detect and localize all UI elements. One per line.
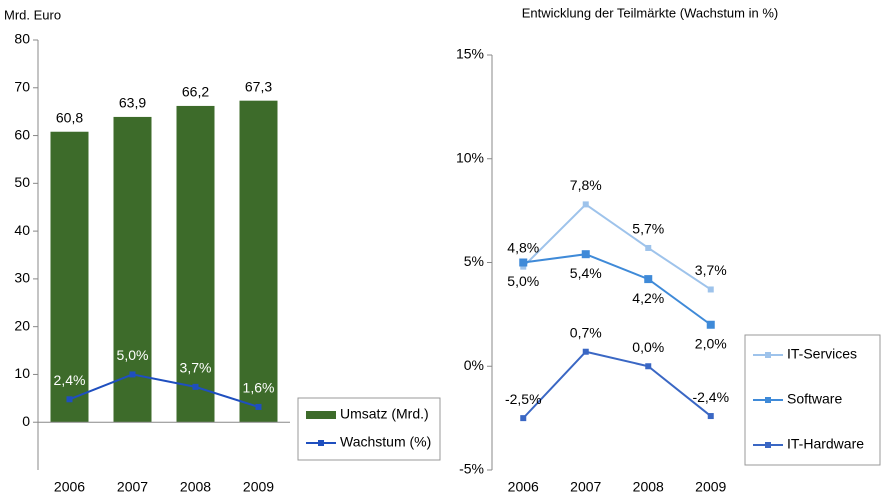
- x-tick-label: 2007: [570, 479, 601, 495]
- x-tick-label: 2009: [695, 479, 726, 495]
- data-label: 67,3: [245, 78, 272, 94]
- data-label: 5,7%: [632, 221, 664, 237]
- marker: [66, 396, 73, 403]
- x-tick-label: 2008: [633, 479, 664, 495]
- x-tick-label: 2006: [508, 479, 539, 495]
- x-tick-label: 2008: [180, 479, 211, 495]
- marker: [582, 348, 589, 355]
- data-label: 4,8%: [507, 239, 539, 255]
- marker: [645, 244, 652, 251]
- data-label: 0,7%: [570, 324, 602, 340]
- marker: [707, 413, 714, 420]
- y-tick-label: 10%: [456, 149, 484, 165]
- data-label: 1,6%: [243, 380, 275, 396]
- bar: [113, 116, 152, 423]
- marker: [581, 250, 590, 259]
- marker: [706, 320, 715, 329]
- marker: [645, 363, 652, 370]
- legend-marker: [765, 442, 771, 448]
- y-tick-label: 40: [14, 222, 30, 238]
- legend-label: Wachstum (%): [340, 434, 431, 450]
- bar: [239, 100, 278, 423]
- marker: [707, 286, 714, 293]
- marker: [520, 415, 527, 422]
- marker: [582, 201, 589, 208]
- legend-label: IT-Hardware: [787, 436, 864, 452]
- data-label: 5,0%: [117, 347, 149, 363]
- data-label: 63,9: [119, 95, 146, 111]
- y-tick-label: 60: [14, 126, 30, 142]
- legend-swatch: [306, 411, 336, 419]
- data-label: 5,0%: [507, 273, 539, 289]
- data-label: 7,8%: [570, 177, 602, 193]
- line: [522, 203, 712, 291]
- legend-label: Software: [787, 391, 842, 407]
- data-label: 60,8: [56, 109, 83, 125]
- legend-marker: [765, 397, 771, 403]
- legend-marker: [318, 440, 324, 446]
- data-label: 3,7%: [180, 360, 212, 376]
- y-tick-label: 80: [14, 31, 30, 47]
- data-label: 3,7%: [695, 262, 727, 278]
- y-tick-label: 5%: [464, 253, 484, 269]
- legend-label: Umsatz (Mrd.): [340, 406, 429, 422]
- bar: [176, 105, 215, 423]
- legend-box: [297, 397, 441, 461]
- y-tick-label: 0: [22, 413, 30, 429]
- data-label: 2,0%: [695, 335, 727, 351]
- marker: [129, 371, 136, 378]
- data-label: 4,2%: [632, 290, 664, 306]
- y-tick-label: 50: [14, 174, 30, 190]
- data-label: 66,2: [182, 84, 209, 100]
- y-tick-label: -5%: [459, 461, 484, 477]
- marker: [520, 263, 527, 270]
- x-tick-label: 2009: [243, 479, 274, 495]
- chart-title: Entwicklung der Teilmärkte (Wachstum in …: [522, 5, 778, 20]
- marker: [255, 403, 262, 410]
- data-label: 2,4%: [54, 372, 86, 388]
- legend-marker: [765, 352, 771, 358]
- y-tick-label: 30: [14, 270, 30, 286]
- data-label: -2,5%: [505, 391, 542, 407]
- marker: [519, 258, 528, 267]
- y-tick-label: 10: [14, 365, 30, 381]
- x-tick-label: 2006: [54, 479, 85, 495]
- line: [69, 373, 259, 408]
- y-tick-label: 70: [14, 78, 30, 94]
- x-tick-label: 2007: [117, 479, 148, 495]
- data-label: 5,4%: [570, 265, 602, 281]
- y-tick-label: 20: [14, 317, 30, 333]
- y-tick-label: 15%: [456, 46, 484, 62]
- line: [522, 350, 712, 419]
- marker: [644, 275, 653, 284]
- bar: [50, 131, 89, 423]
- data-label: -2,4%: [692, 389, 729, 405]
- legend-label: IT-Services: [787, 346, 857, 362]
- y-tick-label: 0%: [464, 357, 484, 373]
- marker: [192, 383, 199, 390]
- data-label: 0,0%: [632, 339, 664, 355]
- line: [523, 253, 712, 326]
- y-axis-label: Mrd. Euro: [4, 7, 61, 22]
